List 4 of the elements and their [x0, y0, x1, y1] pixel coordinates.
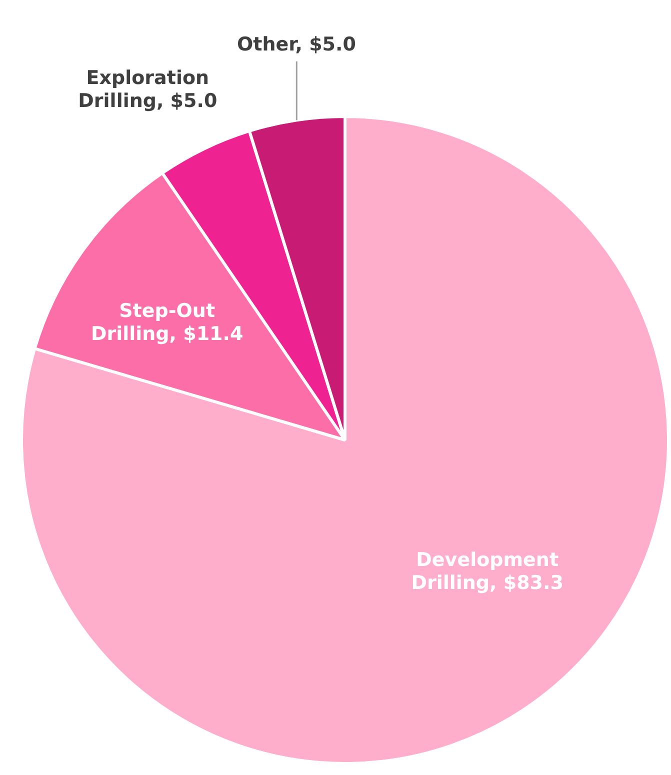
slice-label: Exploration Drilling, $5.0: [78, 67, 218, 112]
slice-label: Other, $5.0: [237, 33, 356, 56]
slice-label: Step-Out Drilling, $11.4: [90, 300, 244, 345]
slice-label: Development Drilling, $83.3: [411, 549, 564, 594]
